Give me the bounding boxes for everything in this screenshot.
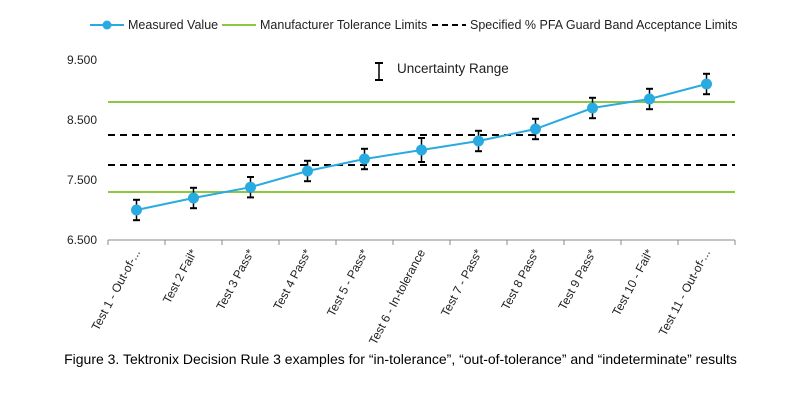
y-tick-label: 8.500 (67, 113, 97, 127)
data-point (644, 93, 655, 105)
legend-measured-marker (102, 20, 112, 30)
x-tick-label: Test 4 Pass* (270, 247, 314, 313)
legend-guardband-label: Specified % PFA Guard Band Acceptance Li… (470, 18, 738, 32)
data-point (530, 123, 541, 135)
legend-tolerance-label: Manufacturer Tolerance Limits (260, 18, 427, 32)
x-tick-label: Test 10 - Fail* (609, 247, 656, 319)
data-point (245, 181, 256, 193)
x-tick-label: Test 2 Fail* (160, 247, 200, 306)
data-point (359, 153, 370, 165)
data-point (473, 135, 484, 147)
x-tick-label: Test 11 - Out-of-... (656, 247, 713, 338)
data-point (188, 192, 199, 204)
y-tick-label: 6.500 (67, 233, 97, 247)
x-tick-label: Test 9 Pass* (555, 247, 599, 313)
legend-measured-label: Measured Value (128, 18, 218, 32)
data-point (701, 78, 712, 90)
chart: Measured Value Manufacturer Tolerance Lim… (67, 18, 738, 347)
x-tick-label: Test 3 Pass* (213, 247, 257, 313)
data-point (302, 165, 313, 177)
y-tick-label: 9.500 (67, 53, 97, 67)
uncertainty-annotation: Uncertainty Range (375, 61, 509, 81)
legend: Measured Value Manufacturer Tolerance Lim… (90, 18, 738, 32)
axes: 6.500 7.500 8.500 9.500 Test 1 - Out-of-... T… (67, 53, 736, 347)
x-tick-label: Test 8 Pass* (498, 247, 542, 313)
data-point (416, 144, 427, 156)
y-tick-label: 7.500 (67, 173, 97, 187)
uncertainty-label: Uncertainty Range (397, 61, 509, 76)
x-tick-label: Test 7 - Pass* (438, 247, 485, 319)
data-point (587, 102, 598, 114)
x-tick-label: Test 5 - Pass* (324, 247, 371, 319)
series (131, 72, 712, 222)
x-tick-label: Test 1 - Out-of-... (89, 247, 144, 333)
x-tick-label: Test 6 - In-tolerance (366, 247, 428, 347)
figure-caption: Figure 3. Tektronix Decision Rule 3 exam… (64, 351, 737, 367)
data-point (131, 204, 142, 216)
